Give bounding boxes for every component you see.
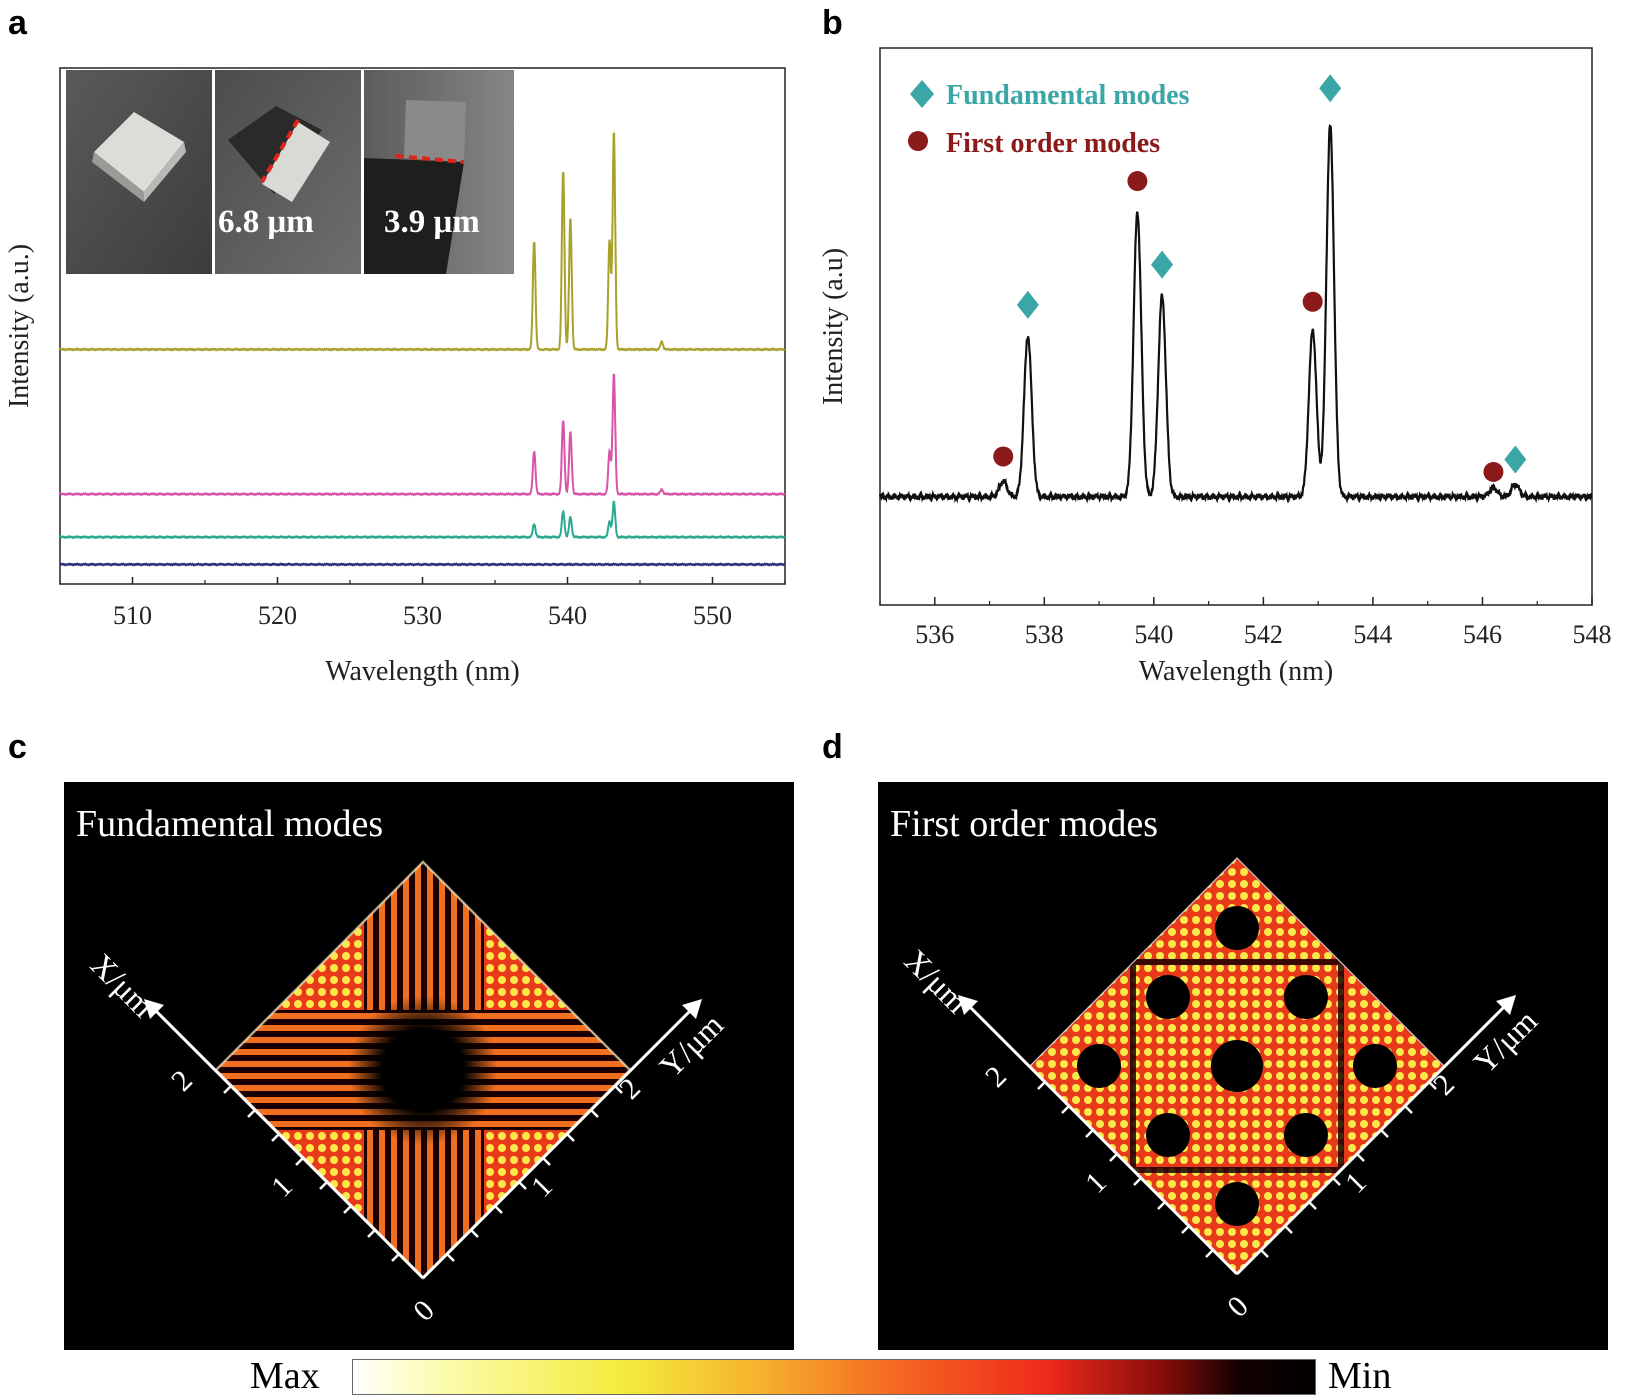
chart-b-xtick-label-548: 548 bbox=[1573, 620, 1612, 649]
map-d-tick-1-x: 1 bbox=[1079, 1166, 1113, 1200]
map-c-tick-1-y: 1 bbox=[525, 1170, 559, 1204]
map-c-tick-2-x: 2 bbox=[165, 1064, 199, 1098]
chart-a-series-4 bbox=[59, 562, 786, 567]
fundamental-marker-4 bbox=[1504, 445, 1527, 474]
map-c-tick-2-y: 2 bbox=[613, 1072, 647, 1106]
chart-a-xtick-label-510: 510 bbox=[113, 601, 152, 630]
first-order-marker-3 bbox=[1302, 291, 1323, 312]
chart-b-xtick-label-544: 544 bbox=[1353, 620, 1392, 649]
map-c-tick-1-x: 1 bbox=[265, 1170, 299, 1204]
sem-caption-1: 6.8 μm bbox=[218, 204, 314, 240]
chart-a-series-2 bbox=[59, 373, 786, 497]
chart-a-series-1 bbox=[59, 132, 786, 352]
fundamental-marker-2 bbox=[1151, 250, 1174, 279]
sem-image-3 bbox=[364, 70, 514, 274]
map-c-y-axis-label: Y/μm bbox=[652, 1006, 730, 1084]
sem-image-2 bbox=[215, 70, 361, 274]
sem-caption-2: 3.9 μm bbox=[384, 204, 480, 240]
legend-first-order-icon bbox=[908, 131, 928, 151]
colorbar-max-label: Max bbox=[250, 1355, 320, 1397]
map-d-title: First order modes bbox=[890, 803, 1159, 845]
panel-label-c: c bbox=[8, 728, 27, 766]
map-d-tick-2-x: 2 bbox=[979, 1060, 1013, 1094]
legend-fundamental-icon bbox=[910, 80, 934, 108]
chart-a-xtick-label-540: 540 bbox=[548, 601, 587, 630]
chart-a-xtick-label-520: 520 bbox=[258, 601, 297, 630]
map-d-tick-0: 0 bbox=[1221, 1290, 1255, 1324]
chart-b-xtick-label-542: 542 bbox=[1244, 620, 1283, 649]
legend-fundamental-label: Fundamental modes bbox=[946, 80, 1190, 111]
chart-b-ylabel: Intensity (a.u) bbox=[818, 248, 849, 405]
fundamental-marker-3 bbox=[1319, 74, 1342, 103]
first-order-marker-4 bbox=[1483, 461, 1504, 482]
chart-a-series-3 bbox=[59, 501, 786, 540]
chart-a: 510 520 530 540 550 Wavelength (nm) Intensity … bbox=[4, 67, 786, 687]
legend-first-order-label: First order modes bbox=[946, 128, 1160, 159]
colorbar bbox=[352, 1359, 1316, 1395]
chart-a-xtick-label-550: 550 bbox=[693, 601, 732, 630]
first-order-marker-1 bbox=[993, 446, 1014, 467]
chart-b-series-spectrum bbox=[878, 124, 1593, 504]
panel-label-a: a bbox=[8, 4, 27, 42]
mode-map-d: 0 1 2 1 2 X/μm Y/μm First order modes bbox=[878, 782, 1608, 1350]
chart-a-ylabel: Intensity (a.u.) bbox=[4, 244, 35, 408]
chart-b-xtick-label-538: 538 bbox=[1025, 620, 1064, 649]
map-d-tick-2-y: 2 bbox=[1427, 1068, 1461, 1102]
mode-map-c: 0 1 2 1 2 X/μm Y/μm Fundamental modes bbox=[64, 782, 794, 1350]
chart-b-xtick-label-546: 546 bbox=[1463, 620, 1502, 649]
chart-b-xtick-label-540: 540 bbox=[1134, 620, 1173, 649]
sem-image-1 bbox=[66, 70, 212, 274]
chart-b-frame bbox=[879, 47, 1593, 606]
chart-b-xtick-label-536: 536 bbox=[915, 620, 954, 649]
colorbar-min-label: Min bbox=[1328, 1355, 1392, 1397]
map-c-tick-0: 0 bbox=[407, 1294, 441, 1328]
fundamental-marker-1 bbox=[1016, 290, 1039, 319]
chart-b-xlabel: Wavelength (nm) bbox=[1139, 656, 1333, 687]
map-c-title: Fundamental modes bbox=[76, 803, 384, 845]
chart-b: 536 538 540 542 544 546 548 Wavelength (nm) Inte… bbox=[818, 47, 1612, 687]
first-order-marker-2 bbox=[1127, 171, 1148, 192]
panel-label-d: d bbox=[822, 728, 843, 766]
chart-a-xlabel: Wavelength (nm) bbox=[325, 656, 519, 687]
chart-a-xtick-label-530: 530 bbox=[403, 601, 442, 630]
map-d-tick-1-y: 1 bbox=[1339, 1166, 1373, 1200]
panel-label-b: b bbox=[822, 4, 843, 42]
sem-inset: 6.8 μm 3.9 μm bbox=[66, 70, 514, 274]
map-d-y-axis-label: Y/μm bbox=[1466, 1002, 1544, 1080]
